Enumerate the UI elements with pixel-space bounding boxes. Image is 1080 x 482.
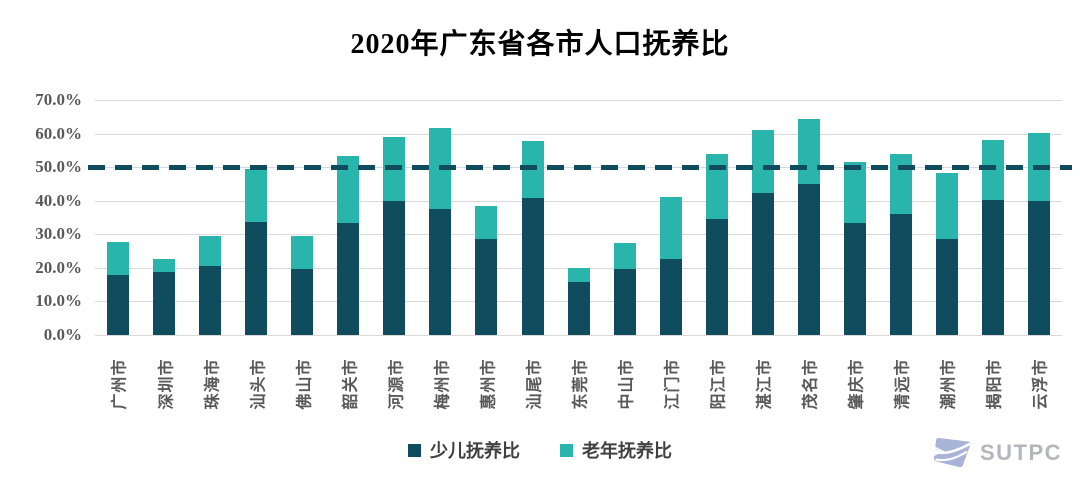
bar-segment-child xyxy=(843,222,866,335)
bar-segment-child xyxy=(1028,200,1050,335)
bar-group xyxy=(107,242,129,335)
bar-segment-child xyxy=(935,238,958,335)
bar-group xyxy=(153,258,176,335)
y-axis-tick-label: 0.0% xyxy=(43,325,82,344)
bar-segment-child xyxy=(337,223,360,335)
child-series-swatch-icon xyxy=(408,443,421,457)
bar-segment-elderly xyxy=(705,153,728,219)
bar-group xyxy=(797,118,820,335)
bar-segment-child xyxy=(429,208,452,335)
bar-segment-child xyxy=(797,184,820,335)
bar-segment-child xyxy=(199,266,222,335)
bar-group xyxy=(843,161,866,335)
bar-segment-elderly xyxy=(153,258,176,273)
legend-item-child: 少儿抚养比 xyxy=(408,437,520,463)
gridline xyxy=(95,335,1062,336)
bar-segment-child xyxy=(521,198,544,335)
bar-segment-child xyxy=(475,238,498,335)
legend-label-child: 少儿抚养比 xyxy=(430,441,520,461)
bar-segment-elderly xyxy=(843,161,866,223)
bar-segment-elderly xyxy=(291,236,314,269)
bar-segment-child xyxy=(153,272,176,335)
bar-segment-child xyxy=(245,222,268,335)
bar-segment-child xyxy=(567,281,590,335)
bar-group xyxy=(981,140,1004,335)
bar-group xyxy=(1028,132,1050,335)
bar-segment-elderly xyxy=(981,140,1004,201)
y-axis-tick-label: 50.0% xyxy=(35,157,82,177)
sutpc-logo-text: SUTPC xyxy=(979,439,1062,465)
y-axis-tick-label: 70.0% xyxy=(35,90,82,109)
city-label: 云浮市 xyxy=(1032,358,1050,410)
bar-segment-elderly xyxy=(199,236,222,267)
elderly-series-swatch-icon xyxy=(560,443,573,457)
gridline xyxy=(95,133,1062,135)
chart-title: 2020年广东省各市人口抚养比 xyxy=(350,29,730,60)
bar-group xyxy=(521,141,544,335)
sutpc-logo: SUTPC xyxy=(932,436,1062,469)
bar-segment-elderly xyxy=(475,205,498,239)
bar-group xyxy=(475,205,498,335)
legend: 少儿抚养比 老年抚养比 xyxy=(0,437,1080,463)
bar-segment-elderly xyxy=(751,129,774,193)
bar-group xyxy=(889,154,912,335)
gridline xyxy=(95,200,1062,202)
bar-segment-elderly xyxy=(659,197,682,259)
bar-group xyxy=(659,197,682,335)
gridline xyxy=(95,234,1062,236)
legend-label-elderly: 老年抚养比 xyxy=(582,441,672,461)
bar-segment-child xyxy=(107,275,129,335)
sutpc-logo-icon xyxy=(932,437,972,468)
bar-group xyxy=(705,153,728,335)
legend-item-elderly: 老年抚养比 xyxy=(560,437,672,463)
x-axis-tick-label: 云浮市 xyxy=(997,342,1080,426)
bar-group xyxy=(337,156,360,335)
bar-segment-elderly xyxy=(337,156,360,224)
bar-group xyxy=(199,236,222,335)
bar-group xyxy=(429,128,452,335)
bar-group xyxy=(291,236,314,335)
y-axis-tick-label: 10.0% xyxy=(35,291,82,311)
bar-segment-child xyxy=(889,214,912,335)
bar-segment-elderly xyxy=(107,242,129,276)
bar-group xyxy=(567,268,590,335)
bar-segment-elderly xyxy=(245,168,268,223)
bar-segment-child xyxy=(981,200,1004,335)
bar-segment-child xyxy=(383,200,406,335)
bar-segment-child xyxy=(291,268,314,335)
bar-group xyxy=(935,173,958,335)
bar-segment-child xyxy=(751,193,774,335)
bar-group xyxy=(613,243,636,335)
y-axis-tick-label: 20.0% xyxy=(35,257,82,277)
reference-line-50pct xyxy=(88,164,1072,170)
bar-segment-child xyxy=(659,258,682,335)
bar-group xyxy=(383,136,406,335)
bar-segment-child xyxy=(705,218,728,335)
bar-group xyxy=(245,168,268,335)
bar-segment-elderly xyxy=(613,243,636,270)
bar-segment-elderly xyxy=(889,154,912,215)
y-axis-tick-label: 60.0% xyxy=(35,123,82,143)
y-axis-tick-label: 30.0% xyxy=(35,224,82,244)
bar-segment-child xyxy=(613,269,636,335)
bar-group xyxy=(751,129,774,335)
y-axis-tick-label: 40.0% xyxy=(35,190,82,210)
bar-segment-elderly xyxy=(935,173,958,239)
bar-segment-elderly xyxy=(567,268,590,282)
bar-segment-elderly xyxy=(797,118,820,185)
gridline xyxy=(95,100,1062,101)
